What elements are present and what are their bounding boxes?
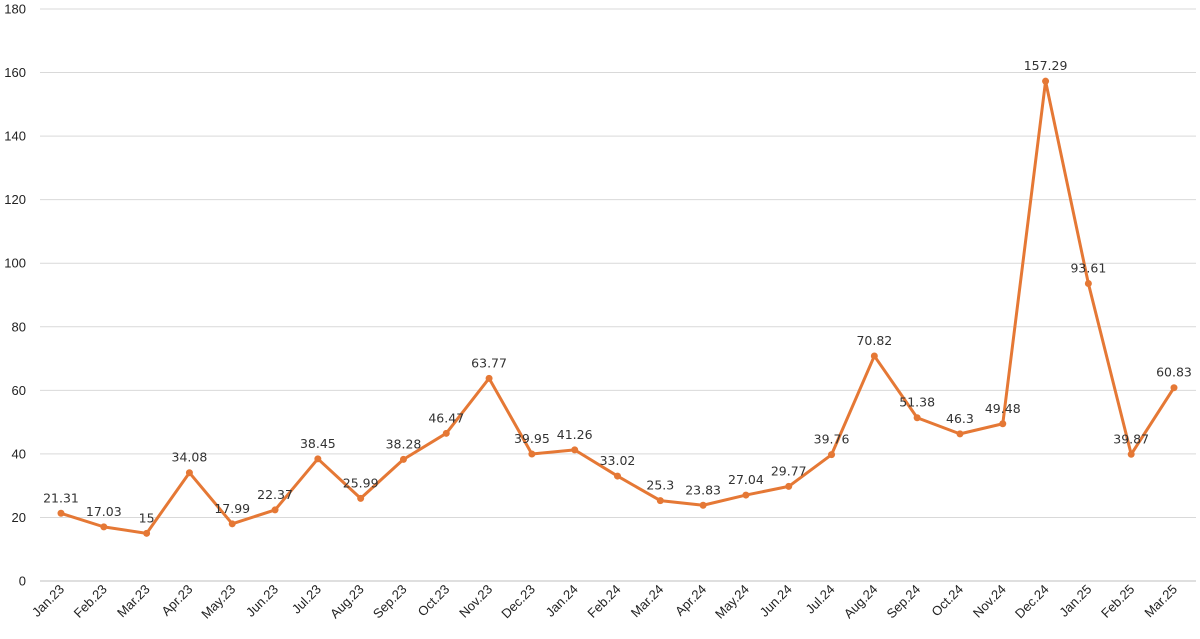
data-point	[656, 497, 664, 505]
data-label: 33.02	[600, 453, 636, 468]
x-tick-label: Dec.24	[1012, 582, 1052, 622]
data-point	[100, 523, 108, 531]
data-point	[1127, 450, 1135, 458]
y-tick-label: 20	[12, 510, 26, 525]
data-point	[57, 509, 65, 517]
data-label: 15	[139, 510, 155, 525]
y-tick-label: 80	[12, 319, 26, 334]
data-label: 39.87	[1113, 431, 1149, 446]
y-axis: 0 20 40 60 80 100 120 140 160 180	[4, 2, 26, 589]
data-point	[143, 529, 151, 537]
data-labels: 21.31 17.03 15 34.08 17.99 22.37 38.45 25.99 38.…	[43, 58, 1192, 525]
data-label: 46.47	[428, 410, 464, 425]
data-label: 157.29	[1024, 58, 1068, 73]
x-tick-label: Mar.24	[628, 582, 667, 621]
data-point	[485, 374, 493, 382]
data-label: 63.77	[471, 355, 507, 370]
y-tick-label: 40	[12, 446, 26, 461]
x-tick-label: Oct.24	[928, 582, 966, 620]
data-point	[828, 451, 836, 459]
x-tick-label: Mar.23	[114, 582, 153, 621]
data-point	[699, 501, 707, 509]
data-label: 27.04	[728, 472, 764, 487]
data-label: 29.77	[771, 463, 807, 478]
x-tick-label: Jan.23	[29, 582, 67, 620]
x-tick-label: Feb.24	[584, 582, 623, 621]
y-tick-label: 0	[19, 574, 26, 589]
x-tick-label: Jan.25	[1056, 582, 1094, 620]
data-label: 22.37	[257, 487, 293, 502]
data-point	[1042, 77, 1050, 85]
data-label: 17.99	[214, 501, 250, 516]
y-tick-label: 180	[4, 2, 26, 17]
data-point	[314, 455, 322, 463]
x-tick-label: Jan.24	[543, 582, 581, 620]
x-tick-label: Aug.23	[327, 582, 367, 622]
x-tick-label: Jun.23	[243, 582, 281, 620]
x-tick-label: May.23	[198, 582, 238, 622]
x-tick-label: Jul.24	[803, 582, 838, 617]
data-label: 17.03	[86, 504, 122, 519]
x-tick-label: Feb.25	[1098, 582, 1137, 621]
data-label: 23.83	[685, 482, 721, 497]
y-tick-label: 100	[4, 256, 26, 271]
data-point	[785, 482, 793, 490]
x-tick-label: May.24	[712, 582, 752, 622]
data-point	[357, 494, 365, 502]
x-tick-label: Nov.23	[456, 582, 495, 621]
data-point	[271, 506, 279, 514]
data-label: 25.99	[343, 475, 379, 490]
data-label: 39.76	[814, 432, 850, 447]
data-point	[228, 520, 236, 528]
x-tick-label: Dec.23	[498, 582, 538, 622]
y-tick-label: 60	[12, 383, 26, 398]
data-point	[1170, 384, 1178, 392]
data-point	[528, 450, 536, 458]
data-label: 93.61	[1070, 261, 1106, 276]
data-point	[614, 472, 621, 480]
data-point	[442, 429, 450, 437]
x-tick-label: Apr.23	[158, 582, 195, 619]
x-tick-label: Feb.23	[71, 582, 110, 621]
x-tick-label: Mar.25	[1141, 582, 1180, 621]
data-point	[956, 430, 964, 438]
x-tick-label: Aug.24	[841, 582, 881, 622]
x-tick-label: Jul.23	[289, 582, 324, 617]
y-tick-label: 120	[4, 192, 26, 207]
data-label: 70.82	[856, 333, 892, 348]
data-point	[1084, 280, 1092, 288]
data-points	[57, 77, 1178, 537]
data-label: 34.08	[172, 450, 208, 465]
data-label: 51.38	[899, 395, 935, 410]
x-tick-label: Oct.23	[415, 582, 453, 620]
data-point	[913, 414, 921, 422]
x-tick-label: Nov.24	[970, 582, 1009, 621]
data-point	[185, 469, 193, 477]
y-tick-label: 140	[4, 129, 26, 144]
x-axis: Jan.23 Feb.23 Mar.23 Apr.23 May.23 Jun.23 Jul.…	[29, 582, 1180, 622]
data-label: 38.45	[300, 436, 336, 451]
data-label: 38.28	[386, 436, 422, 451]
x-tick-label: Sep.23	[370, 582, 410, 622]
x-tick-label: Sep.24	[884, 582, 924, 622]
x-tick-label: Jun.24	[757, 582, 795, 620]
data-point	[999, 420, 1007, 428]
data-point	[399, 455, 407, 463]
data-label: 21.31	[43, 490, 79, 505]
data-point	[870, 352, 878, 360]
data-label: 41.26	[557, 427, 593, 442]
data-label: 46.3	[946, 411, 974, 426]
x-tick-label: Apr.24	[672, 582, 709, 619]
data-label: 60.83	[1156, 365, 1192, 380]
y-tick-label: 160	[4, 65, 26, 80]
data-point	[571, 446, 579, 454]
data-point	[742, 491, 750, 499]
gridlines	[40, 8, 1196, 582]
data-label: 49.48	[985, 401, 1021, 416]
data-label: 39.95	[514, 431, 550, 446]
data-label: 25.3	[646, 478, 674, 493]
